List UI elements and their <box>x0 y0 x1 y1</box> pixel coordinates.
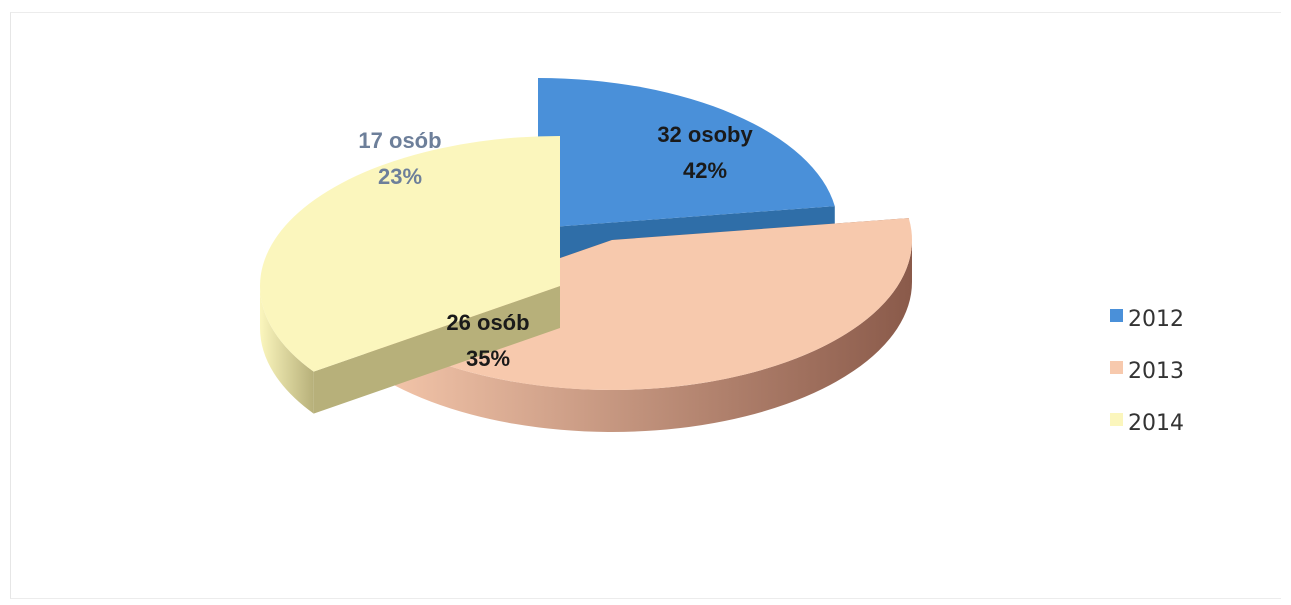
data-label-2013-count: 32 osoby <box>657 122 753 147</box>
data-label-2013-percent: 42% <box>683 158 727 183</box>
legend-label-2013: 2013 <box>1128 359 1184 384</box>
data-label-2012-percent: 23% <box>378 164 422 189</box>
chart-frame <box>10 12 1281 599</box>
legend-swatch-2013 <box>1110 361 1123 374</box>
slice-wall-2014-0 <box>313 286 560 414</box>
legend-label-2014: 2014 <box>1128 411 1184 436</box>
data-label-2014-percent: 35% <box>466 346 510 371</box>
pie-slice-2014 <box>260 136 560 414</box>
legend-swatch-2014 <box>1110 413 1123 426</box>
legend-swatch-2012 <box>1110 309 1123 322</box>
legend: 2012 2013 2014 <box>1110 307 1184 436</box>
slice-top-2012 <box>538 78 835 228</box>
data-label-2012-count: 17 osób <box>358 128 441 153</box>
slice-top-2014 <box>260 136 560 372</box>
data-label-2014-count: 26 osób <box>446 310 529 335</box>
legend-label-2012: 2012 <box>1128 307 1184 332</box>
slice-rim-2014 <box>260 286 314 414</box>
slice-rim-2013 <box>365 240 913 432</box>
